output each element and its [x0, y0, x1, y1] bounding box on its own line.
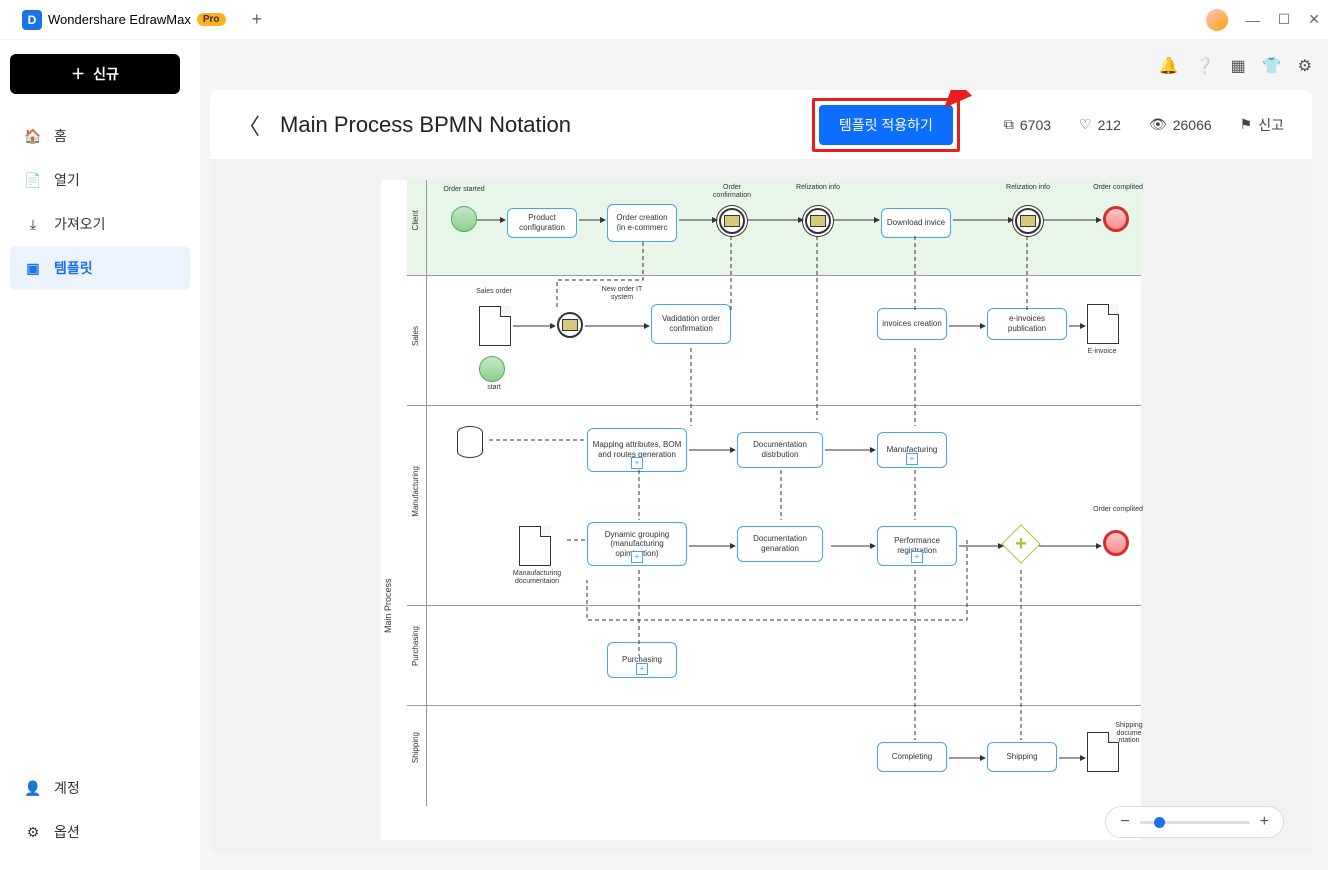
user-icon: 👤	[24, 779, 42, 797]
flag-icon: ⚑	[1240, 116, 1253, 133]
title-bar: D Wondershare EdrawMax Pro + — ☐ ✕	[0, 0, 1328, 40]
plus-icon: ＋	[71, 64, 85, 84]
apply-template-button[interactable]: 템플릿 적용하기	[819, 105, 953, 145]
task-completing: Completing	[877, 742, 947, 772]
new-tab-button[interactable]: +	[252, 9, 263, 30]
msg-event	[805, 208, 831, 234]
copy-icon: ⧉	[1004, 116, 1014, 133]
stat-report[interactable]: ⚑신고	[1240, 115, 1284, 135]
task-einvoices: e-invoices publication	[987, 308, 1067, 340]
import-icon: ⤓	[24, 215, 42, 233]
home-icon: 🏠	[24, 127, 42, 145]
task-mapping: Mapping attributes, BOM and routes gener…	[587, 428, 687, 472]
doc-manuf	[519, 526, 551, 566]
main-header: 〈 Main Process BPMN Notation 템플릿 적용하기 ⧉6…	[210, 90, 1312, 160]
file-icon: 📄	[24, 171, 42, 189]
lane-manufacturing: Manufacturing Manaufacturing documentaio…	[407, 406, 1141, 606]
stat-views[interactable]: 👁26066	[1149, 116, 1212, 133]
topbar-icons: 🔔 ❔ ▦ 👕 ⚙	[1159, 56, 1312, 76]
gear-icon: ⚙	[24, 823, 42, 841]
sidebar-item-label: 계정	[54, 778, 80, 798]
app-name: Wondershare EdrawMax	[48, 12, 191, 27]
task-perf: Performance registration	[877, 526, 957, 566]
zoom-slider[interactable]	[1140, 821, 1250, 824]
pro-badge: Pro	[197, 13, 226, 26]
canvas-area[interactable]: Main Process Client Order started Produc…	[210, 160, 1312, 854]
main-panel: 〈 Main Process BPMN Notation 템플릿 적용하기 ⧉6…	[210, 90, 1312, 854]
task-dynamic: Dynamic grouping (manufacturing opimizat…	[587, 522, 687, 566]
sidebar-item-options[interactable]: ⚙ 옵션	[10, 810, 190, 854]
user-avatar-icon[interactable]	[1206, 9, 1228, 31]
sidebar-item-label: 템플릿	[54, 258, 93, 278]
shirt-icon[interactable]: 👕	[1262, 56, 1282, 76]
task-doc-dist: Documentation distrbution	[737, 432, 823, 468]
sidebar-item-label: 옵션	[54, 822, 80, 842]
back-button[interactable]: 〈	[238, 109, 260, 141]
task-doc-gen: Documentation genaration	[737, 526, 823, 562]
heart-icon: ♡	[1079, 116, 1092, 133]
gear-icon[interactable]: ⚙	[1298, 56, 1312, 76]
task-validation: Vadidation order confirmation	[651, 304, 731, 344]
end-event	[1103, 530, 1129, 556]
gateway	[1001, 524, 1041, 564]
sidebar-item-label: 열기	[54, 170, 80, 190]
task-manuf: Manufacturing	[877, 432, 947, 468]
help-icon[interactable]: ❔	[1195, 56, 1215, 76]
sidebar-item-home[interactable]: 🏠 홈	[10, 114, 190, 158]
task-download-invoice: Download invice	[881, 208, 951, 238]
sidebar-item-open[interactable]: 📄 열기	[10, 158, 190, 202]
minimize-button[interactable]: —	[1246, 12, 1260, 28]
main-process-label: Main Process	[383, 406, 394, 806]
bpmn-diagram: Main Process Client Order started Produc…	[381, 180, 1141, 840]
end-event	[1103, 206, 1129, 232]
msg-event	[1015, 208, 1041, 234]
close-button[interactable]: ✕	[1308, 11, 1320, 28]
db-icon	[457, 426, 483, 458]
msg-event	[557, 312, 583, 338]
template-icon: ▣	[24, 259, 42, 277]
page-title: Main Process BPMN Notation	[280, 112, 571, 138]
lane-shipping: Shipping Completing Shipping Shipping do…	[407, 706, 1141, 806]
sidebar-item-template[interactable]: ▣ 템플릿	[10, 246, 190, 290]
start-event	[451, 206, 477, 232]
task-invoices: invoices creation	[877, 308, 947, 340]
sidebar-item-account[interactable]: 👤 계정	[10, 766, 190, 810]
app-tab[interactable]: D Wondershare EdrawMax Pro	[8, 4, 240, 36]
eye-icon: 👁	[1149, 116, 1167, 133]
task-order-creation: Order creation (in e-commerc	[607, 204, 677, 242]
template-stats: ⧉6703 ♡212 👁26066 ⚑신고	[1004, 115, 1284, 135]
lane-sales: Sales Sales order New order IT system st…	[407, 276, 1141, 406]
doc-sales-order	[479, 306, 511, 346]
zoom-control[interactable]: − +	[1105, 806, 1284, 838]
sidebar: ＋ 신규 🏠 홈 📄 열기 ⤓ 가져오기 ▣ 템플릿 👤 계정 ⚙ 옵션	[0, 40, 200, 870]
stat-likes[interactable]: ♡212	[1079, 116, 1121, 133]
lane-client: Client Order started Product configurati…	[407, 180, 1141, 276]
zoom-out-button[interactable]: −	[1120, 813, 1129, 831]
stat-copies[interactable]: ⧉6703	[1004, 116, 1051, 133]
apps-icon[interactable]: ▦	[1231, 56, 1246, 76]
doc-einvoice	[1087, 304, 1119, 344]
task-product-config: Product configuration	[507, 208, 577, 238]
lane-purchasing: Purchasing Purchasing	[407, 606, 1141, 706]
apply-highlight: 템플릿 적용하기	[812, 98, 960, 152]
sidebar-item-label: 가져오기	[54, 214, 106, 234]
bell-icon[interactable]: 🔔	[1159, 56, 1179, 76]
msg-event	[719, 208, 745, 234]
start-event	[479, 356, 505, 382]
new-label: 신규	[93, 64, 119, 84]
zoom-in-button[interactable]: +	[1260, 813, 1269, 831]
sidebar-item-import[interactable]: ⤓ 가져오기	[10, 202, 190, 246]
maximize-button[interactable]: ☐	[1278, 11, 1291, 28]
task-shipping: Shipping	[987, 742, 1057, 772]
app-logo-icon: D	[22, 10, 42, 30]
task-purchasing: Purchasing	[607, 642, 677, 678]
sidebar-item-label: 홈	[54, 126, 67, 146]
window-controls: — ☐ ✕	[1206, 9, 1320, 31]
new-button[interactable]: ＋ 신규	[10, 54, 180, 94]
